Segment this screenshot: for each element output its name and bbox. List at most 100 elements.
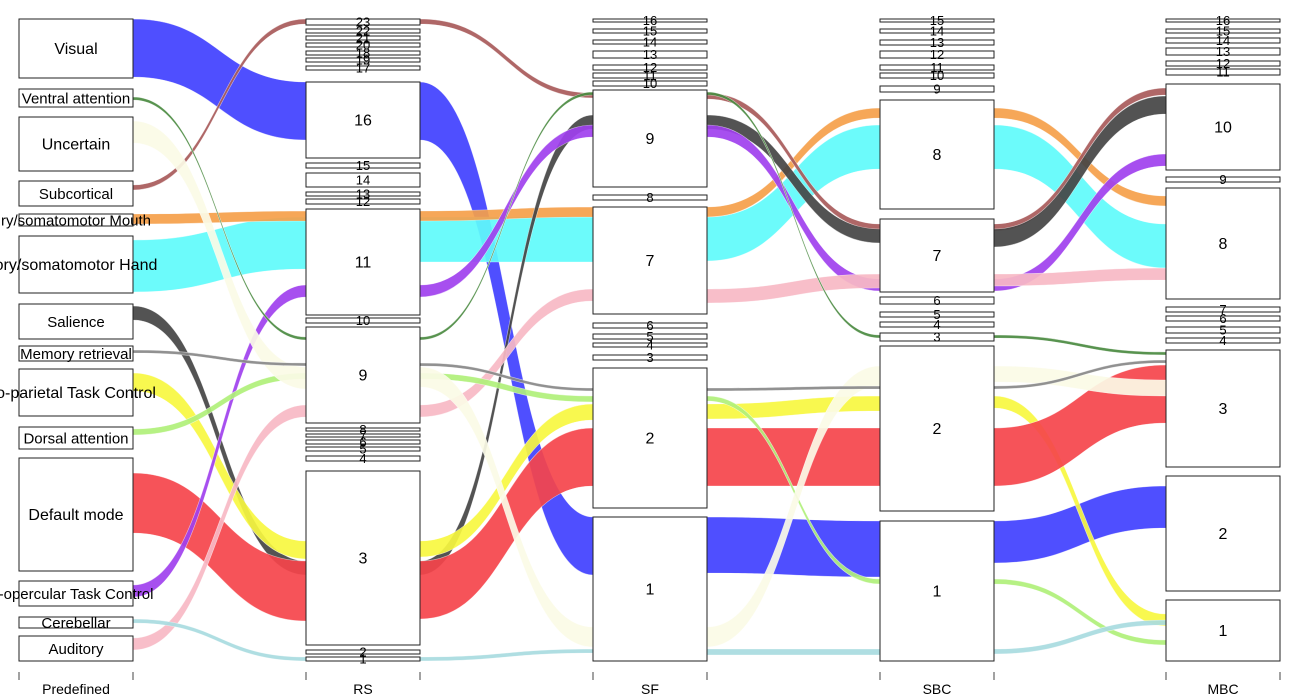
node-label-sf15: 15 bbox=[643, 24, 657, 39]
node-label-rs12: 12 bbox=[356, 194, 370, 209]
node-mbc7 bbox=[1165, 306, 1281, 313]
node-rs1 bbox=[305, 656, 421, 662]
node-sf7 bbox=[592, 206, 708, 315]
node-label-rs18: 18 bbox=[356, 46, 370, 61]
node-rs16 bbox=[305, 81, 421, 159]
node-label-sbc15: 15 bbox=[930, 13, 944, 28]
node-label-sf3: 3 bbox=[646, 350, 653, 365]
node-sf1 bbox=[592, 516, 708, 662]
node-sbc8 bbox=[879, 99, 995, 210]
node-label-sbc6: 6 bbox=[933, 293, 940, 308]
node-label-mbc3: 3 bbox=[1219, 401, 1228, 418]
node-rs14 bbox=[305, 172, 421, 188]
node-label-rs17: 17 bbox=[356, 61, 370, 76]
node-mouth bbox=[18, 213, 134, 227]
node-label-sf8: 8 bbox=[646, 190, 653, 205]
node-label-rs6: 6 bbox=[359, 435, 366, 450]
node-layer: Visual Ventral attention Uncertain Subcorti… bbox=[0, 13, 1281, 667]
node-mbc11 bbox=[1165, 68, 1281, 76]
node-auditory bbox=[18, 635, 134, 662]
node-label-sbc2: 2 bbox=[933, 421, 942, 438]
node-rs2 bbox=[305, 649, 421, 655]
node-sf3 bbox=[592, 354, 708, 361]
node-label-dorsal: Dorsal attention bbox=[23, 430, 128, 447]
node-sbc4 bbox=[879, 321, 995, 328]
axis-label-MBC: MBC bbox=[1207, 681, 1238, 697]
node-mbc3 bbox=[1165, 349, 1281, 468]
node-label-visual: Visual bbox=[54, 41, 97, 58]
flow-cerebellar-3 bbox=[993, 619, 1167, 655]
node-label-rs5: 5 bbox=[359, 442, 366, 457]
node-mbc1 bbox=[1165, 599, 1281, 662]
node-rs13 bbox=[305, 191, 421, 197]
node-mbc5 bbox=[1165, 326, 1281, 334]
node-rs11 bbox=[305, 208, 421, 316]
node-mbc14 bbox=[1165, 37, 1281, 44]
node-sf10 bbox=[592, 80, 708, 87]
node-label-mbc6: 6 bbox=[1219, 311, 1226, 326]
flow-default-2 bbox=[706, 427, 881, 487]
node-label-sbc7: 7 bbox=[933, 248, 942, 265]
node-sf13 bbox=[592, 50, 708, 59]
node-label-sf16: 16 bbox=[643, 13, 657, 28]
node-mbc13 bbox=[1165, 47, 1281, 56]
axis-label-RS: RS bbox=[353, 681, 372, 697]
node-label-sbc1: 1 bbox=[933, 584, 942, 601]
node-rs5 bbox=[305, 446, 421, 452]
node-label-rs7: 7 bbox=[359, 428, 366, 443]
node-rs15 bbox=[305, 162, 421, 169]
node-label-cingulo: -opercular Task Control bbox=[0, 586, 153, 603]
node-sbc14 bbox=[879, 28, 995, 34]
node-label-frontopar: o-parietal Task Control bbox=[0, 385, 156, 402]
node-sf6 bbox=[592, 322, 708, 329]
node-label-sf1: 1 bbox=[646, 582, 655, 599]
node-default bbox=[18, 457, 134, 572]
node-label-rs16: 16 bbox=[354, 113, 372, 130]
node-sf15 bbox=[592, 28, 708, 34]
node-rs12 bbox=[305, 198, 421, 205]
node-label-sf11: 11 bbox=[643, 68, 657, 83]
node-label-sbc14: 14 bbox=[930, 24, 944, 39]
axis-layer: Predefined RS SF SBC MBC bbox=[18, 672, 1281, 697]
flow-subcortical-1 bbox=[419, 18, 594, 99]
node-frontopar bbox=[18, 368, 134, 417]
node-uncertain bbox=[18, 116, 134, 172]
flow-auditory-3 bbox=[993, 267, 1167, 287]
node-sf5 bbox=[592, 333, 708, 340]
flow-visual-3 bbox=[993, 485, 1167, 564]
node-label-rs22: 22 bbox=[356, 24, 370, 39]
node-mbc12 bbox=[1165, 60, 1281, 67]
node-label-mbc13: 13 bbox=[1216, 44, 1230, 59]
node-label-rs21: 21 bbox=[356, 31, 370, 46]
node-mbc9 bbox=[1165, 176, 1281, 183]
node-sf16 bbox=[592, 18, 708, 23]
node-label-sf13: 13 bbox=[643, 47, 657, 62]
flow-ventral-3 bbox=[993, 334, 1167, 356]
node-label-sf7: 7 bbox=[646, 253, 655, 270]
node-label-mbc1: 1 bbox=[1219, 623, 1228, 640]
node-sbc6 bbox=[879, 296, 995, 305]
node-label-rs19: 19 bbox=[356, 53, 370, 68]
node-sbc9 bbox=[879, 85, 995, 93]
node-sbc1 bbox=[879, 520, 995, 662]
node-label-sf9: 9 bbox=[646, 131, 655, 148]
node-label-uncertain: Uncertain bbox=[42, 137, 110, 154]
node-rs19 bbox=[305, 57, 421, 63]
node-sf11 bbox=[592, 72, 708, 79]
node-label-sbc10: 10 bbox=[930, 68, 944, 83]
node-rs6 bbox=[305, 439, 421, 445]
node-label-mbc16: 16 bbox=[1216, 13, 1230, 28]
node-label-mbc15: 15 bbox=[1216, 24, 1230, 39]
node-rs17 bbox=[305, 65, 421, 71]
node-sbc7 bbox=[879, 218, 995, 293]
node-label-rs14: 14 bbox=[356, 173, 370, 188]
node-label-rs11: 11 bbox=[355, 255, 372, 272]
node-visual bbox=[18, 18, 134, 79]
node-sf9 bbox=[592, 89, 708, 188]
node-label-rs8: 8 bbox=[359, 422, 366, 437]
node-label-memory: Memory retrieval bbox=[20, 346, 132, 363]
node-sbc3 bbox=[879, 332, 995, 342]
flow-visual-0 bbox=[132, 18, 307, 141]
flow-auditory-2 bbox=[706, 273, 881, 304]
